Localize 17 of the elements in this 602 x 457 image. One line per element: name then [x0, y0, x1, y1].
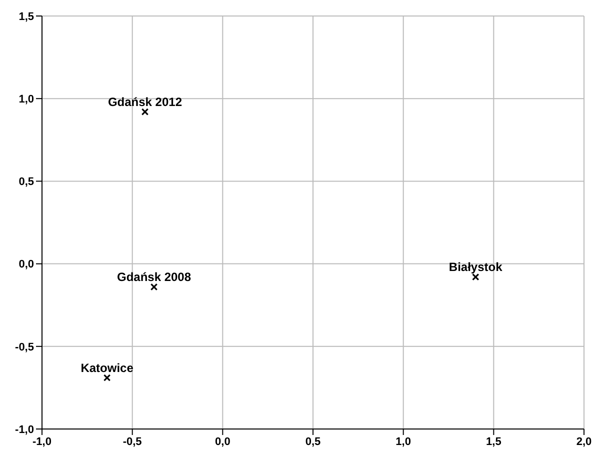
y-tick-label: 0,5: [18, 176, 34, 188]
x-tick-label: 0,0: [215, 436, 230, 448]
x-tick-label: 2,0: [576, 436, 592, 448]
x-tick-label: 1,5: [486, 436, 502, 448]
x-tick-label: 1,0: [396, 436, 411, 448]
x-tick-label: -0,5: [122, 436, 142, 448]
annotation: Gdańsk 2008: [116, 270, 192, 284]
y-tick-label: -0,5: [15, 341, 34, 354]
y-tick-label: 0,0: [18, 258, 34, 271]
y-tick-label: 1,0: [18, 94, 34, 106]
y-tick-label: 1,5: [18, 10, 34, 23]
x-tick-label: 0,5: [305, 436, 321, 448]
y-tick-label: -1,0: [15, 424, 34, 436]
x-tick-label: -1,0: [32, 436, 52, 448]
annotation: Katowice: [80, 360, 134, 375]
annotation: Białystok: [448, 260, 503, 274]
annotation: Gdańsk 2012: [108, 94, 182, 109]
